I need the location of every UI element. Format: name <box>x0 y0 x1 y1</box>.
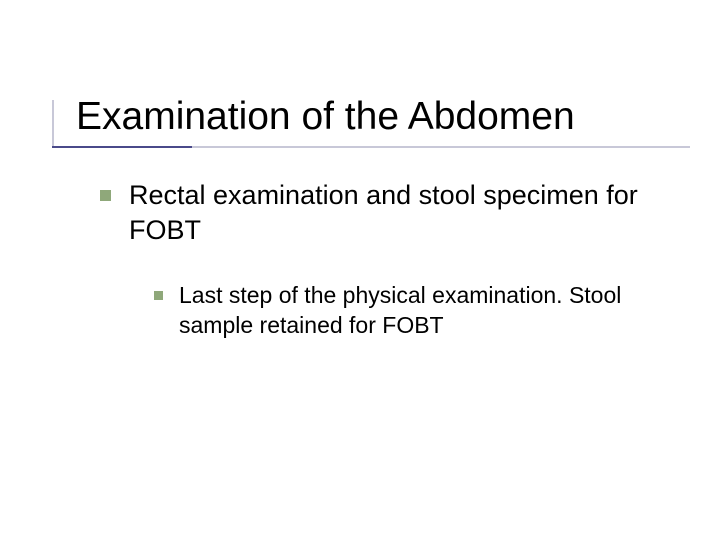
slide-body: Rectal examination and stool specimen fo… <box>100 178 660 340</box>
title-underline-dark <box>52 146 192 148</box>
square-bullet-icon <box>100 190 111 201</box>
bullet-level1-text: Rectal examination and stool specimen fo… <box>129 178 660 247</box>
bullet-level2-group: Last step of the physical examination. S… <box>154 281 660 340</box>
slide-title-block: Examination of the Abdomen <box>76 96 676 139</box>
square-bullet-icon <box>154 291 163 300</box>
title-underline <box>52 146 690 148</box>
bullet-level2-text: Last step of the physical examination. S… <box>179 281 660 340</box>
slide-title: Examination of the Abdomen <box>76 96 676 139</box>
bullet-level2: Last step of the physical examination. S… <box>154 281 660 340</box>
title-vertical-accent <box>52 100 54 146</box>
bullet-level1: Rectal examination and stool specimen fo… <box>100 178 660 247</box>
title-underline-light <box>192 146 690 148</box>
slide: Examination of the Abdomen Rectal examin… <box>0 0 720 540</box>
